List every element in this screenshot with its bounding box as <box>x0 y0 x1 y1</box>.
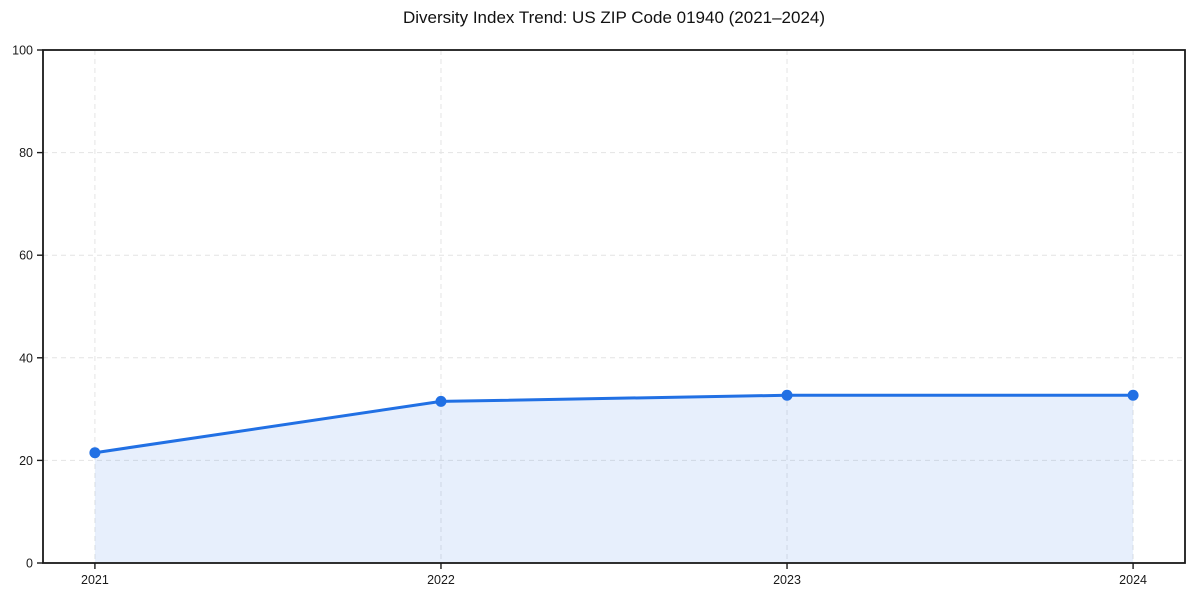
y-axis-tick-label: 60 <box>19 249 33 263</box>
y-axis-tick-label: 100 <box>12 44 33 58</box>
x-axis-tick-label: 2021 <box>81 573 109 587</box>
x-axis-tick-label: 2023 <box>773 573 801 587</box>
chart-title: Diversity Index Trend: US ZIP Code 01940… <box>402 8 826 27</box>
x-axis-tick-label: 2022 <box>427 573 455 587</box>
area-fill <box>94 395 1134 563</box>
trend-line <box>93 393 1135 455</box>
y-axis-tick-label: 20 <box>19 454 33 468</box>
data-point-marker <box>1127 389 1139 401</box>
plot-frame <box>42 49 1186 564</box>
x-axis-tick-label: 2024 <box>1119 573 1147 587</box>
data-point-marker <box>89 447 101 459</box>
data-point-marker <box>435 395 447 407</box>
y-axis-tick-label: 40 <box>19 351 33 365</box>
y-axis-tick-label: 80 <box>19 146 33 160</box>
y-axis-tick-label: 0 <box>26 557 33 571</box>
data-point-marker <box>781 389 793 401</box>
